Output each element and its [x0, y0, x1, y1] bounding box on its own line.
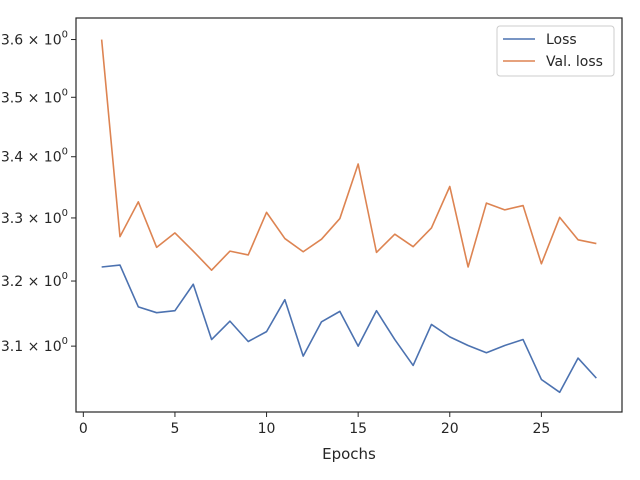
y-tick-exponent: 0: [62, 336, 68, 347]
y-tick-exponent: 0: [62, 271, 68, 282]
y-tick-base: 10: [44, 33, 62, 49]
x-tick-label: 15: [349, 421, 367, 437]
y-tick-times: ×: [23, 33, 44, 49]
plot-frame: [75, 17, 623, 413]
legend: Loss Val. loss: [496, 25, 615, 77]
x-tick-label: 0: [79, 421, 88, 437]
x-axis: 0 5 10 15 20 25: [79, 412, 550, 437]
y-tick-mantissa: 3.5: [1, 90, 23, 106]
y-tick-mantissa: 3.6: [1, 33, 23, 49]
y-tick-exponent: 0: [62, 208, 68, 219]
y-tick-base: 10: [44, 211, 62, 227]
y-tick-label: 3.3 × 100: [1, 208, 68, 227]
legend-label: Val. loss: [546, 54, 603, 70]
y-tick-label: 3.2 × 100: [1, 271, 68, 290]
y-tick-label: 3.6 × 100: [1, 30, 68, 49]
y-tick-times: ×: [23, 150, 44, 166]
y-tick-exponent: 0: [62, 30, 68, 41]
y-tick-times: ×: [23, 339, 44, 355]
x-tick-label: 25: [532, 421, 550, 437]
x-tick-label: 10: [258, 421, 276, 437]
y-tick-exponent: 0: [62, 147, 68, 158]
y-tick-times: ×: [23, 274, 44, 290]
x-axis-label: Epochs: [322, 445, 376, 463]
series-line-val-loss: [100, 39, 597, 271]
y-tick-mantissa: 3.1: [1, 339, 23, 355]
y-tick-label: 3.1 × 100: [1, 336, 68, 355]
x-tick-label: 20: [441, 421, 459, 437]
y-tick-label: 3.5 × 100: [1, 87, 68, 106]
series-layer: [100, 39, 597, 394]
legend-label: Loss: [546, 32, 577, 48]
y-tick-times: ×: [23, 211, 44, 227]
y-tick-base: 10: [44, 274, 62, 290]
y-tick-base: 10: [44, 90, 62, 106]
y-tick-base: 10: [44, 339, 62, 355]
y-tick-times: ×: [23, 90, 44, 106]
y-tick-exponent: 0: [62, 87, 68, 98]
y-tick-mantissa: 3.4: [1, 150, 23, 166]
series-line-loss: [101, 264, 597, 394]
x-tick-label: 5: [170, 421, 179, 437]
y-tick-base: 10: [44, 150, 62, 166]
y-tick-mantissa: 3.2: [1, 274, 23, 290]
y-tick-mantissa: 3.3: [1, 211, 23, 227]
y-tick-label: 3.4 × 100: [1, 147, 68, 166]
